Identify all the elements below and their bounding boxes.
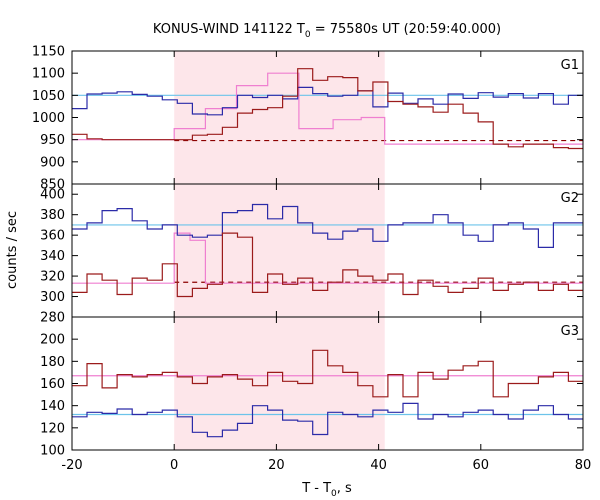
y-tick-label-g3: 140 (40, 399, 65, 414)
y-tick-label-g3: 180 (40, 355, 65, 370)
model-curve-g1 (72, 72, 583, 145)
panel-label-g1: G1 (561, 58, 579, 73)
panels: 8509009501000105011001150G12803003203403… (32, 45, 591, 474)
x-tick-label: 40 (370, 458, 387, 473)
x-tick-label: 80 (575, 458, 592, 473)
y-tick-label-g1: 1000 (32, 111, 65, 126)
y-tick-label-g1: 850 (40, 178, 65, 193)
y-tick-label-g2: 340 (40, 249, 65, 264)
x-axis-label-rest: , s (337, 481, 352, 496)
red-histogram-g1 (72, 68, 583, 150)
model-curve-g2 (72, 232, 583, 284)
y-tick-label-g2: 400 (40, 188, 65, 203)
red-histogram-g3 (72, 349, 583, 398)
x-tick-label: 60 (473, 458, 490, 473)
blue-histogram-g2 (72, 203, 583, 248)
panel-label-g2: G2 (561, 191, 579, 206)
burst-interval-shade-g3 (174, 317, 385, 450)
y-tick-label-g3: 200 (40, 333, 65, 348)
blue-histogram-g3 (72, 402, 583, 438)
x-axis-label-main: T - T (301, 481, 331, 496)
y-tick-label-g2: 300 (40, 290, 65, 305)
chart-title-sub: 0 (305, 30, 311, 40)
x-tick-labels: -20 0 20 40 60 80 (61, 458, 591, 473)
chart-title: KONUS-WIND 141122 T0 = 75580s UT (20:59:… (153, 22, 501, 40)
y-tick-label-g2: 360 (40, 229, 65, 244)
burst-interval-shade-g2 (174, 184, 385, 317)
y-tick-label-g1: 1050 (32, 89, 65, 104)
panel-g2: 280 300 320 340 360 380 400 G2 (40, 183, 584, 326)
panel-label-g3: G3 (561, 324, 579, 339)
y-tick-label-g3: 100 (40, 444, 65, 459)
x-tick-label: 0 (170, 458, 178, 473)
y-axis-label: counts / sec (5, 211, 20, 289)
chart-title-main: KONUS-WIND 141122 T (153, 22, 305, 37)
y-tick-label-g3: 160 (40, 377, 65, 392)
panel-g3: 100 120 140 160 180 200 G3 (40, 316, 584, 459)
y-tick-label-g1: 950 (40, 133, 65, 148)
chart-title-rest: = 75580s UT (20:59:40.000) (311, 22, 501, 37)
y-tick-label-g1: 900 (40, 155, 65, 170)
y-tick-label-g1: 1150 (32, 45, 65, 60)
y-tick-label-g2: 320 (40, 270, 65, 285)
y-tick-label-g3: 120 (40, 421, 65, 436)
red-histogram-g2 (72, 232, 583, 298)
y-tick-label-g2: 380 (40, 208, 65, 223)
x-axis-label: T - T0, s (301, 481, 352, 499)
blue-histogram-g1 (72, 86, 583, 116)
y-tick-label-g1: 1100 (32, 67, 65, 82)
y-tick-label-g2: 280 (40, 311, 65, 326)
x-tick-label: -20 (61, 458, 82, 473)
x-tick-label: 20 (268, 458, 285, 473)
x-axis-label-sub: 0 (331, 489, 337, 499)
